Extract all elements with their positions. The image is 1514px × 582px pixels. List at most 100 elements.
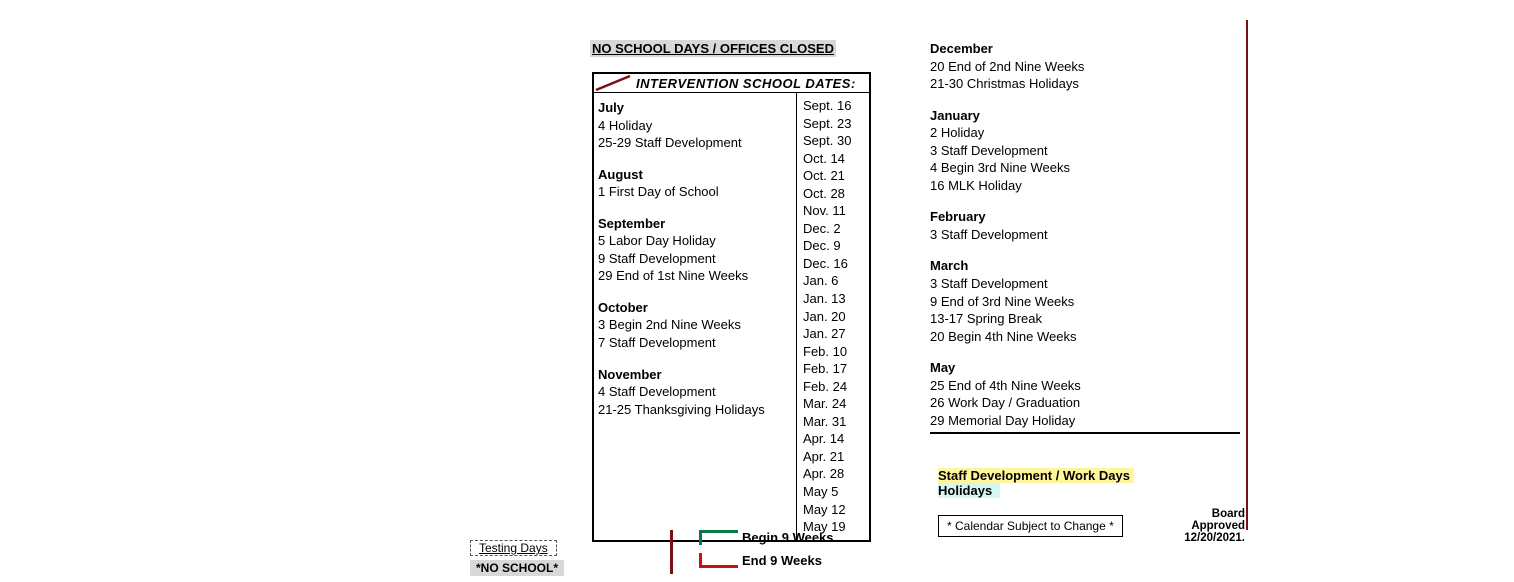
intervention-date: Sept. 16 [803,97,865,115]
calendar-entry: 3 Staff Development [930,275,1230,293]
intervention-date: Feb. 24 [803,378,865,396]
intervention-date: Mar. 24 [803,395,865,413]
calendar-entry: 25 End of 4th Nine Weeks [930,377,1230,395]
intervention-date: Oct. 21 [803,167,865,185]
calendar-entry: 1 First Day of School [598,183,790,201]
intervention-date: Apr. 28 [803,465,865,483]
calendar-entry: 9 Staff Development [598,250,790,268]
legend-area: Staff Development / Work Days Holidays [938,468,1134,498]
testing-days-box: Testing Days [470,540,557,556]
intervention-date: Jan. 20 [803,308,865,326]
month-block: November4 Staff Development21-25 Thanksg… [598,366,790,419]
calendar-entry: 4 Holiday [598,117,790,135]
month-block: September5 Labor Day Holiday9 Staff Deve… [598,215,790,285]
calendar-entry: 25-29 Staff Development [598,134,790,152]
month-name: December [930,40,1230,58]
month-block: October3 Begin 2nd Nine Weeks7 Staff Dev… [598,299,790,352]
begin-9-weeks-label: Begin 9 Weeks [742,530,834,545]
intervention-date: May 5 [803,483,865,501]
month-name: February [930,208,1230,226]
section-header: NO SCHOOL DAYS / OFFICES CLOSED [590,40,836,57]
intervention-date: Feb. 17 [803,360,865,378]
intervention-header: INTERVENTION SCHOOL DATES: [594,74,869,93]
right-border-bar [1246,20,1248,530]
calendar-entry: 29 Memorial Day Holiday [930,412,1230,430]
board-approved-label: Board Approved [1191,508,1245,532]
calendar-entry: 2 Holiday [930,124,1230,142]
calendar-entry: 3 Begin 2nd Nine Weeks [598,316,790,334]
calendar-entry: 13-17 Spring Break [930,310,1230,328]
calendar-entry: 21-25 Thanksgiving Holidays [598,401,790,419]
month-name: March [930,257,1230,275]
calendar-change-note: * Calendar Subject to Change * [938,515,1123,537]
intervention-date: Jan. 6 [803,272,865,290]
calendar-entry: 20 End of 2nd Nine Weeks [930,58,1230,76]
month-name: August [598,166,790,184]
month-name: October [598,299,790,317]
end-bracket-icon [699,553,738,568]
begin-9-weeks-row: Begin 9 Weeks [699,530,834,545]
months-right-column: December20 End of 2nd Nine Weeks21-30 Ch… [930,40,1230,443]
testing-legend: Testing Days *NO SCHOOL* [470,540,564,576]
end-9-weeks-row: End 9 Weeks [699,553,834,568]
board-approved: Board Approved 12/20/2021. [1170,508,1245,544]
months-left-column: July4 Holiday25-29 Staff Development Augu… [594,93,796,540]
calendar-entry: 4 Staff Development [598,383,790,401]
calendar-entry: 7 Staff Development [598,334,790,352]
intervention-date: May 12 [803,501,865,519]
end-9-weeks-label: End 9 Weeks [742,553,822,568]
legend-labels: Begin 9 Weeks End 9 Weeks [699,530,834,568]
month-name: July [598,99,790,117]
section-header-wrap: NO SCHOOL DAYS / OFFICES CLOSED [590,40,836,57]
holidays-legend: Holidays [938,483,1000,498]
legend-vertical-bar [670,530,673,574]
month-name: January [930,107,1230,125]
month-name: September [598,215,790,233]
intervention-date: Apr. 21 [803,448,865,466]
calendar-entry: 3 Staff Development [930,226,1230,244]
month-block: January2 Holiday3 Staff Development4 Beg… [930,107,1230,195]
intervention-date: Apr. 14 [803,430,865,448]
calendar-entry: 5 Labor Day Holiday [598,232,790,250]
month-block: May25 End of 4th Nine Weeks26 Work Day /… [930,359,1230,429]
board-approved-date: 12/20/2021. [1184,532,1245,544]
calendar-entry: 3 Staff Development [930,142,1230,160]
month-block: August1 First Day of School [598,166,790,201]
calendar-entry: 21-30 Christmas Holidays [930,75,1230,93]
month-block: December20 End of 2nd Nine Weeks21-30 Ch… [930,40,1230,93]
month-block: July4 Holiday25-29 Staff Development [598,99,790,152]
calendar-entry: 26 Work Day / Graduation [930,394,1230,412]
intervention-dates-column: Sept. 16Sept. 23Sept. 30Oct. 14Oct. 21Oc… [796,93,869,540]
intervention-date: Nov. 11 [803,202,865,220]
no-school-box: *NO SCHOOL* [470,560,564,576]
intervention-title: INTERVENTION SCHOOL DATES: [632,76,869,91]
intervention-date: Mar. 31 [803,413,865,431]
calendar-page: NO SCHOOL DAYS / OFFICES CLOSED INTERVEN… [0,20,1514,582]
intervention-date: Dec. 9 [803,237,865,255]
intervention-date: Sept. 30 [803,132,865,150]
intervention-box: INTERVENTION SCHOOL DATES: July4 Holiday… [592,72,871,542]
staff-dev-legend: Staff Development / Work Days [938,468,1134,483]
intervention-body: July4 Holiday25-29 Staff Development Augu… [594,93,869,540]
intervention-date: Sept. 23 [803,115,865,133]
intervention-date: Oct. 14 [803,150,865,168]
month-name: November [598,366,790,384]
begin-bracket-icon [699,530,738,545]
intervention-date: Jan. 27 [803,325,865,343]
intervention-date: Dec. 16 [803,255,865,273]
calendar-entry: 16 MLK Holiday [930,177,1230,195]
intervention-date: Jan. 13 [803,290,865,308]
calendar-entry: 9 End of 3rd Nine Weeks [930,293,1230,311]
nine-weeks-legend: Begin 9 Weeks End 9 Weeks [670,530,834,574]
month-block: February3 Staff Development [930,208,1230,243]
calendar-entry: 29 End of 1st Nine Weeks [598,267,790,285]
month-block: March3 Staff Development9 End of 3rd Nin… [930,257,1230,345]
month-name: May [930,359,1230,377]
intervention-date: Feb. 10 [803,343,865,361]
intervention-date: Dec. 2 [803,220,865,238]
divider-line [930,432,1240,434]
calendar-entry: 20 Begin 4th Nine Weeks [930,328,1230,346]
calendar-entry: 4 Begin 3rd Nine Weeks [930,159,1230,177]
intervention-date: Oct. 28 [803,185,865,203]
diagonal-icon [594,74,632,92]
